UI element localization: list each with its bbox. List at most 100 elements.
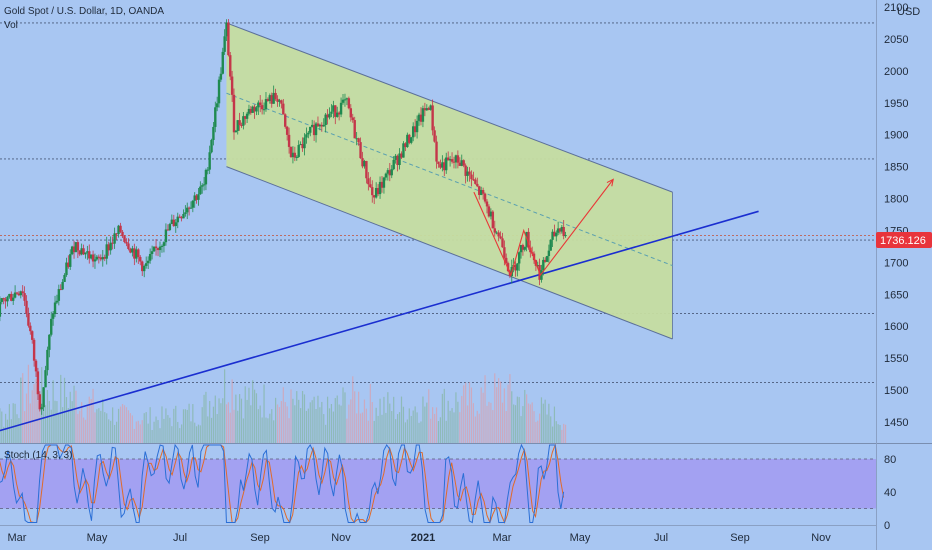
- volume-bar: [286, 406, 288, 443]
- price-tick-label: 1800: [884, 194, 908, 206]
- candle-body: [386, 170, 390, 174]
- stochastic-tick-label: 80: [884, 454, 896, 466]
- candle-body: [312, 124, 316, 136]
- candle-body: [464, 165, 467, 176]
- candle-body: [378, 181, 382, 195]
- candle-body: [156, 248, 160, 251]
- volume-bar: [369, 383, 371, 443]
- candle-body: [266, 99, 270, 101]
- volume-bar: [242, 418, 244, 443]
- price-tick-label-top: 2100: [884, 2, 908, 14]
- candle-body: [139, 257, 142, 262]
- candle-body: [450, 159, 454, 162]
- candle-body: [406, 134, 409, 148]
- candle-body: [476, 183, 479, 187]
- volume-bar: [114, 424, 116, 443]
- volume-bar: [220, 403, 222, 443]
- candle-body: [8, 293, 11, 297]
- candle-body: [141, 261, 144, 272]
- candle-body: [491, 211, 495, 229]
- volume-bar: [155, 416, 157, 443]
- volume-bar: [511, 391, 513, 443]
- volume-bar: [513, 404, 515, 443]
- volume-bar: [499, 381, 502, 443]
- volume-bar: [420, 421, 422, 443]
- volume-bar: [143, 413, 145, 443]
- volume-bar: [313, 396, 315, 443]
- candle-body: [23, 293, 26, 301]
- candle-body: [38, 394, 42, 410]
- volume-bar: [139, 424, 141, 443]
- candle-body: [193, 195, 196, 201]
- volume-bar: [336, 395, 338, 443]
- candle-body: [46, 349, 49, 371]
- candle-body: [413, 126, 417, 133]
- time-tick-labels: Mar May Jul Sep Nov 2021 Mar May Jul Sep Nov: [8, 532, 832, 544]
- candle-body: [433, 130, 436, 142]
- volume-bar: [27, 364, 30, 443]
- candle-body: [437, 161, 440, 165]
- volume-bar: [44, 405, 47, 443]
- volume-bar: [195, 426, 198, 443]
- candle-body: [133, 248, 136, 259]
- volume-bar: [25, 393, 28, 443]
- volume-bar: [563, 423, 565, 443]
- candle-body: [404, 143, 407, 148]
- price-candles: [0, 19, 567, 415]
- candle-body: [499, 236, 502, 239]
- volume-bar: [468, 382, 471, 443]
- volume-bar: [214, 395, 216, 443]
- volume-bar: [108, 419, 110, 443]
- volume-bar: [159, 428, 161, 443]
- price-tick-label: 1950: [884, 98, 908, 110]
- volume-bar: [157, 420, 159, 443]
- candle-body: [410, 137, 413, 143]
- candle-body: [119, 225, 122, 232]
- candle-body: [390, 169, 393, 176]
- volume-bar: [383, 396, 385, 443]
- volume-bar: [280, 401, 282, 443]
- volume-bar: [527, 403, 530, 443]
- candle-body: [186, 207, 189, 213]
- volume-bar: [284, 402, 286, 443]
- volume-bar: [14, 403, 16, 443]
- candle-body: [558, 228, 562, 232]
- price-tick-label: 1850: [884, 162, 908, 174]
- volume-bar: [69, 391, 71, 443]
- volume-bar: [77, 413, 79, 443]
- candle-body: [497, 232, 500, 237]
- candle-body: [63, 274, 66, 282]
- trendline-group: [0, 210, 759, 432]
- candle-body: [99, 257, 103, 260]
- volume-bar: [459, 412, 461, 443]
- candle-body: [202, 184, 206, 186]
- volume-bar: [377, 415, 379, 443]
- candle-body: [349, 108, 353, 118]
- candle-body: [111, 242, 114, 244]
- candle-body: [423, 108, 427, 111]
- candle-body: [150, 251, 154, 255]
- candle-body: [125, 241, 128, 244]
- volume-bar: [161, 406, 163, 443]
- volume-bar: [371, 402, 373, 443]
- candle-body: [343, 99, 347, 101]
- stochastic-label: Stoch (14, 3, 3): [4, 450, 72, 461]
- volume-bar: [437, 421, 440, 443]
- channel-fill: [226, 22, 673, 339]
- volume-bar: [224, 369, 226, 443]
- volume-bar: [338, 404, 340, 443]
- volume-bar: [175, 405, 177, 443]
- volume-bar: [389, 403, 391, 443]
- candle-body: [51, 313, 55, 319]
- volume-bar: [239, 394, 241, 443]
- symbol-title: Gold Spot / U.S. Dollar, 1D, OANDA: [4, 6, 164, 17]
- volume-bar: [112, 407, 114, 443]
- channel-midline: [226, 92, 673, 267]
- volume-bar: [561, 429, 563, 443]
- stochastic-panel: 0 40 80: [0, 443, 932, 532]
- volume-bar: [414, 406, 416, 443]
- volume-bar: [88, 396, 90, 443]
- volume-bar: [432, 407, 434, 443]
- volume-bar: [398, 412, 401, 443]
